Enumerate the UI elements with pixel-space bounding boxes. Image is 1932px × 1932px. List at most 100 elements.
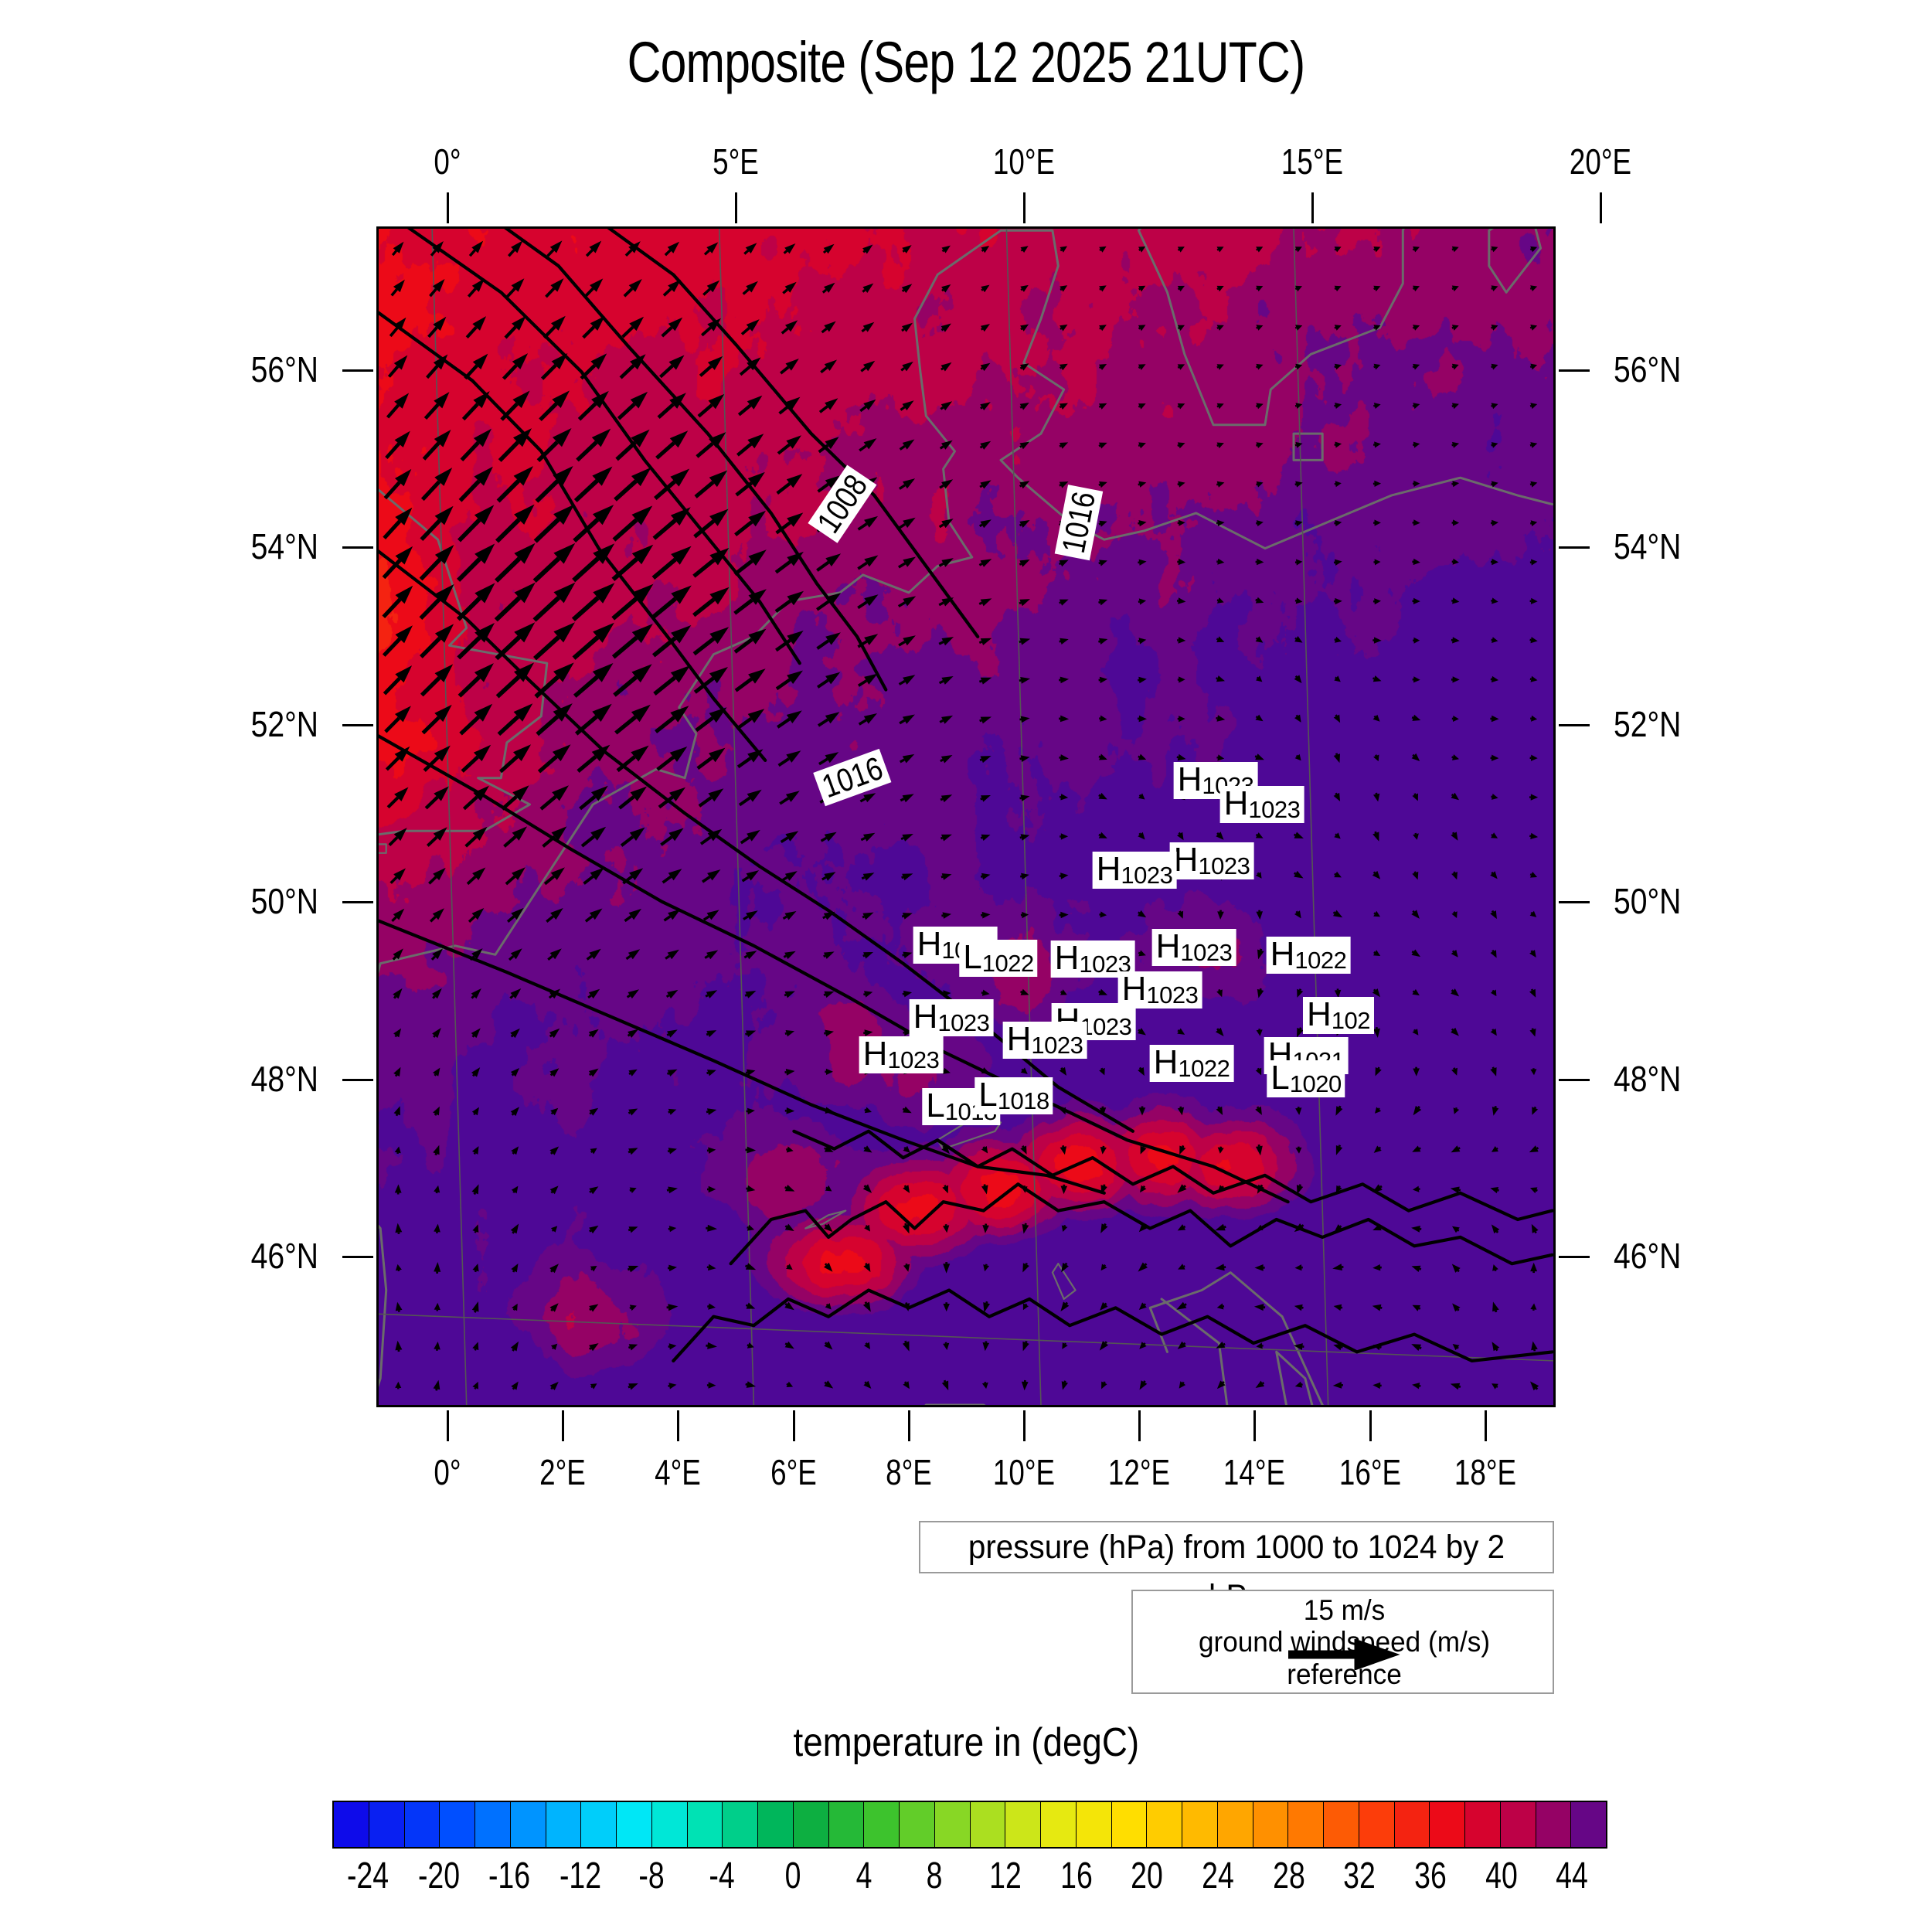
wind-arrow-icon [941, 245, 951, 253]
wind-arrow-icon [777, 435, 801, 455]
wind-arrow-icon [1296, 1184, 1304, 1195]
wind-arrow-icon [978, 598, 992, 607]
wind-arrow-icon [939, 715, 954, 724]
wind-arrow-icon [706, 1342, 717, 1349]
wind-arrow-icon [1373, 1145, 1382, 1153]
wind-arrow-icon [624, 241, 641, 257]
wind-arrow-icon [825, 1185, 832, 1192]
wind-arrow-icon [901, 322, 913, 332]
wind-arrow-icon [1451, 519, 1460, 526]
wind-arrow-icon [1216, 442, 1224, 449]
wind-arrow-icon [1373, 363, 1381, 370]
wind-arrow-icon [704, 950, 719, 960]
wind-arrow-icon [1216, 832, 1224, 840]
wind-arrow-icon [457, 623, 495, 660]
wind-arrow-icon [1019, 755, 1030, 762]
colorbar-swatch [1536, 1802, 1572, 1847]
wind-arrow-icon [1372, 480, 1382, 487]
wind-arrow-icon [1061, 1262, 1069, 1273]
wind-arrow-icon [533, 622, 575, 661]
wind-arrow-icon [1375, 1107, 1382, 1114]
wind-arrow-icon [383, 665, 413, 696]
colorbar-swatch [546, 1802, 582, 1847]
wind-arrow-icon [1412, 480, 1420, 487]
wind-arrow-icon [1216, 1106, 1223, 1115]
wind-arrow-icon [1373, 754, 1379, 762]
wind-arrow-icon [423, 392, 450, 420]
temperature-colorbar[interactable] [332, 1801, 1607, 1849]
wind-arrow-icon [395, 1340, 403, 1352]
colorbar-swatch [440, 1802, 475, 1847]
wind-reference-caption-row: ground windspeed (m/s) reference [1133, 1626, 1556, 1691]
wind-arrow-icon [1177, 285, 1185, 292]
wind-arrow-icon [665, 949, 679, 960]
wind-arrow-icon [434, 1223, 440, 1233]
wind-arrow-icon [611, 583, 654, 621]
wind-arrow-icon [1294, 1223, 1304, 1233]
wind-arrow-icon [1060, 833, 1069, 840]
wind-arrow-icon [1294, 441, 1303, 448]
wind-arrow-icon [1177, 1106, 1185, 1116]
wind-arrow-icon [1216, 597, 1224, 604]
wind-arrow-icon [697, 393, 725, 418]
colorbar-tick: 36 [1414, 1855, 1447, 1896]
wind-arrow-icon [590, 1383, 597, 1389]
coastline-path [1292, 432, 1324, 461]
wind-arrow-icon [1215, 1264, 1226, 1271]
wind-arrow-icon [1100, 1184, 1107, 1195]
wind-reference-legend-box: 15 m/s ground windspeed (m/s) reference [1131, 1590, 1554, 1694]
wind-arrow-icon [983, 1264, 990, 1272]
wind-arrow-icon [1492, 1105, 1499, 1116]
tick-mark [1600, 192, 1603, 223]
wind-arrow-icon [777, 750, 801, 767]
wind-arrow-icon [783, 951, 796, 960]
wind-arrow-icon [864, 1107, 872, 1114]
wind-arrow-icon [1529, 597, 1538, 604]
wind-arrow-icon [1255, 714, 1264, 722]
wind-arrow-icon [1529, 285, 1538, 291]
wind-arrow-icon [737, 395, 763, 417]
wind-arrow-icon [382, 546, 413, 580]
pressure-center-kind: H [1223, 784, 1249, 822]
wind-arrow-icon [1138, 753, 1147, 760]
wind-arrow-icon [1176, 1301, 1187, 1310]
pressure-center-kind: H [913, 998, 938, 1036]
wind-arrow-icon [1216, 519, 1225, 526]
wind-arrow-icon [614, 704, 651, 735]
wind-arrow-icon [386, 787, 409, 809]
wind-arrow-icon [696, 432, 726, 458]
wind-arrow-icon [825, 1303, 832, 1310]
tick-mark [1484, 1410, 1487, 1441]
tick-mark [1369, 1410, 1372, 1441]
wind-arrow-icon [532, 582, 576, 622]
wind-arrow-icon [784, 991, 795, 998]
wind-arrow-icon [394, 1184, 402, 1195]
wind-arrow-icon [816, 553, 842, 572]
wind-arrow-icon [741, 870, 760, 883]
wind-arrow-icon [508, 240, 523, 257]
wind-arrow-icon [550, 1226, 558, 1233]
wind-arrow-icon [903, 1029, 912, 1036]
wind-arrow-icon [1099, 1067, 1105, 1076]
wind-arrow-icon [1177, 442, 1185, 449]
wind-arrow-icon [382, 625, 413, 657]
lon-tick-bottom-4: 8°E [885, 1452, 932, 1492]
wind-arrow-icon [978, 638, 992, 645]
wind-arrow-icon [1412, 676, 1420, 683]
wind-arrow-icon [902, 951, 913, 958]
colorbar-swatch [1500, 1802, 1536, 1847]
wind-arrow-icon [383, 468, 412, 500]
lon-tick-bottom-6: 12°E [1108, 1452, 1171, 1492]
colorbar-swatch [1005, 1802, 1041, 1847]
tick-mark [1022, 1410, 1026, 1441]
wind-arrow-icon [702, 280, 720, 296]
wind-arrow-icon [395, 1264, 402, 1272]
wind-arrow-icon [655, 706, 689, 733]
wind-arrow-icon [549, 1146, 560, 1155]
map-plot-area[interactable]: 100810161016H1023H1023H1023H1023H1022L10… [376, 226, 1556, 1407]
colorbar-tick: 4 [855, 1855, 872, 1896]
pressure-center-kind: H [917, 925, 942, 963]
wind-arrow-icon [1216, 1380, 1226, 1389]
pressure-center-kind: H [1173, 841, 1199, 879]
wind-arrow-icon [622, 868, 644, 885]
